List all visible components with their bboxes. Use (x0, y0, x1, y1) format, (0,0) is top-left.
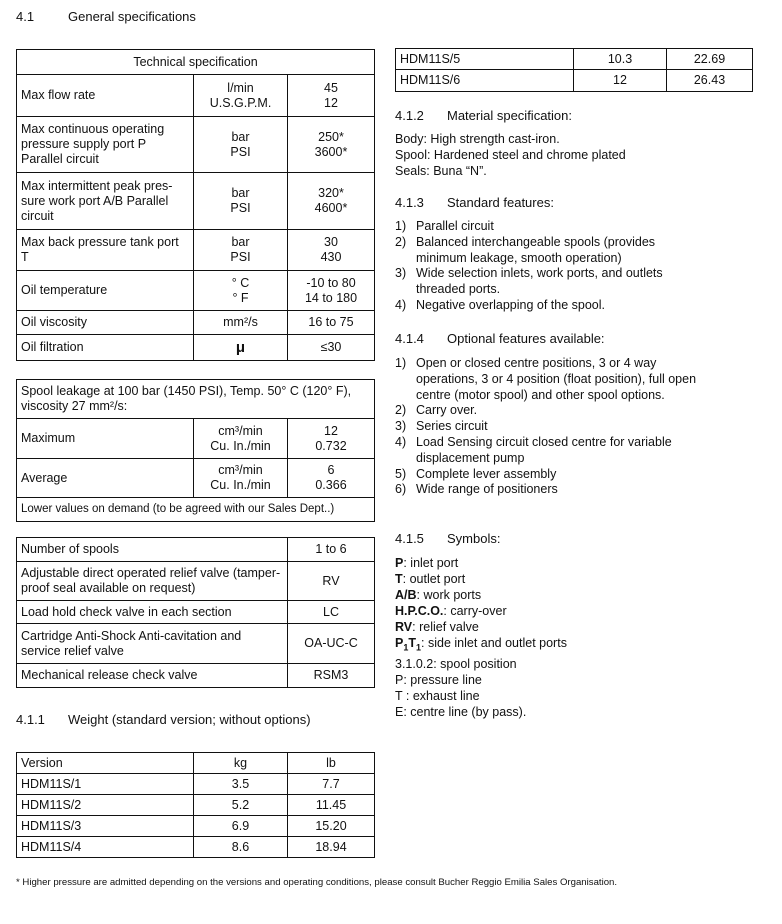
list-item: 1) Open or closed centre positions, 3 or … (395, 356, 697, 402)
list-item: 3) Series circuit (395, 419, 488, 434)
list-item: E: centre line (by pass). (395, 704, 527, 719)
list-item: 2) Balanced interchangeable spools (provi… (395, 234, 656, 265)
table-row: HDM11S/6 12 26.43 (395, 69, 753, 92)
optional-features-list: 1) Open or closed centre positions, 3 or … (395, 356, 710, 498)
list-item: RV: relief valve (395, 620, 479, 634)
table-row: Load hold check valve in each section LC (16, 600, 375, 624)
symbols-list: P: inlet port T: outlet port A/B: work p… (395, 555, 755, 720)
weight-table: Version kg lb HDM11S/1 3.5 7.7 HDM11S/2 5.2 11… (16, 752, 375, 858)
table-row: Oil viscosity mm²/s 16 to 75 (16, 310, 376, 335)
table-row: Max continuous operating pressure supply… (16, 116, 376, 173)
table-row: Max intermittent peak pres-sure work por… (16, 172, 376, 230)
list-item: 4) Negative overlapping of the spool. (395, 297, 606, 312)
list-item: 6) Wide range of positioners (395, 482, 558, 497)
table-row: Number of spools 1 to 6 (16, 537, 375, 562)
list-item: H.P.C.O.: carry-over (395, 604, 507, 618)
table-row: Oil temperature ° C ° F -10 to 80 14 to 180 (16, 270, 376, 311)
optional-heading: 4.1.4 Optional features available: (395, 331, 605, 346)
list-item: A/B: work ports (395, 588, 482, 602)
table-row: Oil filtration μ ≤30 (16, 334, 376, 361)
table-row: HDM11S/4 8.6 18.94 (16, 836, 375, 858)
table-row: HDM11S/2 5.2 11.45 (16, 794, 375, 816)
list-item: 4) Load Sensing circuit closed centre for… (395, 434, 672, 465)
list-item: 5) Complete lever assembly (395, 466, 557, 481)
weight-table-continued: HDM11S/5 10.3 22.69 HDM11S/6 12 26.43 (395, 48, 753, 92)
table-row: HDM11S/1 3.5 7.7 (16, 773, 375, 795)
list-item: 3.1.0.2: spool position (395, 656, 517, 671)
table-row: Maximum cm³/min Cu. In./min 12 0.732 (16, 418, 375, 459)
list-item: T: outlet port (395, 572, 466, 586)
table-row: Cartridge Anti-Shock Anti-cavitation and… (16, 623, 375, 664)
weight-heading: 4.1.1 Weight (standard version; without o… (16, 712, 311, 727)
symbols-heading: 4.1.5 Symbols: (395, 531, 501, 546)
list-item: P: pressure line (395, 672, 482, 687)
list-item: 3) Wide selection inlets, work ports, and… (395, 266, 663, 297)
table-row: Max flow rate l/min U.S.G.P.M. 45 12 (16, 74, 376, 117)
technical-spec-table: Technical specification Max flow rate l/m… (15, 49, 376, 361)
list-item: T : exhaust line (395, 688, 480, 703)
list-item: 2) Carry over. (395, 403, 478, 418)
table-row: Adjustable direct operated relief valve … (16, 561, 375, 601)
options-table: Number of spools 1 to 6 Adjustable direct… (16, 537, 375, 688)
table-row: HDM11S/5 10.3 22.69 (395, 48, 753, 70)
material-list: Body: High strength cast-iron. Spool: Ha… (395, 132, 626, 178)
table-row: Average cm³/min Cu. In./min 6 0.366 (16, 458, 375, 498)
section-heading: 4.1 General specifications (16, 9, 196, 24)
list-item: P1T1: side inlet and outlet ports (395, 636, 567, 653)
list-item: 1) Parallel circuit (395, 219, 494, 233)
standard-features-list: 1) Parallel circuit 2) Balanced interchang… (395, 219, 705, 314)
table-row: HDM11S/3 6.9 15.20 (16, 815, 375, 837)
footnote: * Higher pressure are admitted depending… (16, 877, 618, 888)
table-header: Technical specification (15, 49, 376, 75)
table-row: Mechanical release check valve RSM3 (16, 663, 375, 688)
spool-leakage-table: Spool leakage at 100 bar (1450 PSI), Tem… (16, 379, 375, 522)
material-heading: 4.1.2 Material specification: (395, 108, 572, 123)
list-item: P: inlet port (395, 556, 459, 570)
standard-heading: 4.1.3 Standard features: (395, 195, 554, 210)
